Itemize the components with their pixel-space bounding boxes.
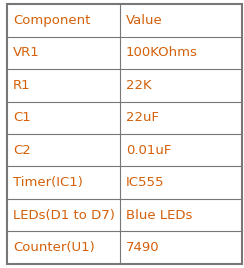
Text: 100KOhms: 100KOhms <box>126 46 198 59</box>
Text: C1: C1 <box>13 111 31 124</box>
Text: Value: Value <box>126 14 163 27</box>
Text: C2: C2 <box>13 144 31 157</box>
Text: VR1: VR1 <box>13 46 40 59</box>
Text: Counter(U1): Counter(U1) <box>13 241 95 254</box>
Text: Component: Component <box>13 14 90 27</box>
Text: 22K: 22K <box>126 79 152 92</box>
Text: LEDs(D1 to D7): LEDs(D1 to D7) <box>13 209 115 222</box>
Text: Blue LEDs: Blue LEDs <box>126 209 192 222</box>
Text: IC555: IC555 <box>126 176 164 189</box>
Text: 22uF: 22uF <box>126 111 159 124</box>
Text: 0.01uF: 0.01uF <box>126 144 171 157</box>
Text: 7490: 7490 <box>126 241 160 254</box>
Text: R1: R1 <box>13 79 30 92</box>
Text: Timer(IC1): Timer(IC1) <box>13 176 83 189</box>
